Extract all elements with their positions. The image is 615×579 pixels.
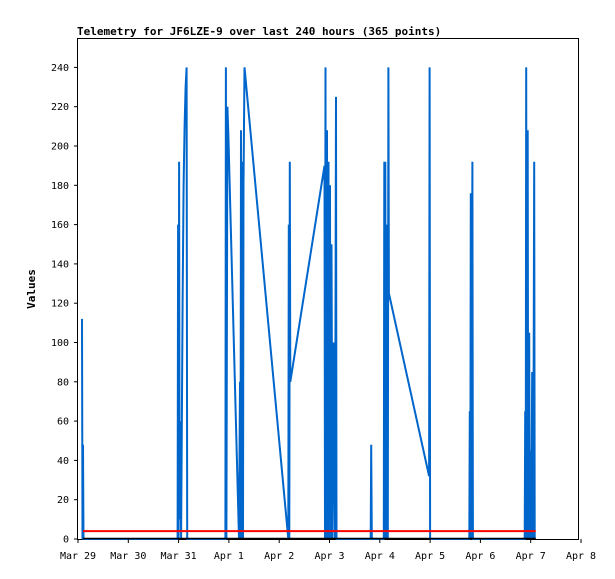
x-tick-label: Apr 5: [415, 551, 445, 562]
chart-title: Telemetry for JF6LZE-9 over last 240 hou…: [77, 25, 441, 38]
x-tick-label: Apr 7: [516, 551, 546, 562]
x-tick-label: Apr 8: [566, 551, 596, 562]
y-tick-label: 220: [51, 102, 69, 113]
y-tick-label: 140: [51, 259, 69, 270]
y-tick-label: 80: [57, 377, 69, 388]
y-tick-label: 60: [57, 417, 69, 428]
y-tick-label: 200: [51, 142, 69, 153]
y-axis: 0 20 40 60 80 100 120 140 160 180 200 220 240: [51, 63, 78, 546]
y-tick-label: 20: [57, 495, 69, 506]
y-tick-label: 180: [51, 181, 69, 192]
x-tick-label: Apr 1: [214, 551, 244, 562]
x-axis: Mar 29 Mar 30 Mar 31 Apr 1 Apr 2 Apr 3 Apr 4 Ap…: [60, 539, 596, 562]
series-layer: [81, 67, 536, 540]
y-tick-label: 40: [57, 456, 69, 467]
y-tick-label: 100: [51, 338, 69, 349]
x-tick-label: Apr 3: [314, 551, 344, 562]
x-tick-label: Mar 31: [161, 551, 197, 562]
x-tick-label: Apr 4: [365, 551, 395, 562]
x-tick-label: Apr 2: [264, 551, 294, 562]
y-tick-label: 240: [51, 63, 69, 74]
x-tick-label: Mar 29: [60, 551, 96, 562]
y-axis-title: Values: [25, 269, 38, 309]
y-tick-label: 0: [63, 535, 69, 546]
x-tick-label: Apr 6: [465, 551, 495, 562]
x-tick-label: Mar 30: [110, 551, 146, 562]
y-tick-label: 120: [51, 299, 69, 310]
y-tick-label: 160: [51, 220, 69, 231]
